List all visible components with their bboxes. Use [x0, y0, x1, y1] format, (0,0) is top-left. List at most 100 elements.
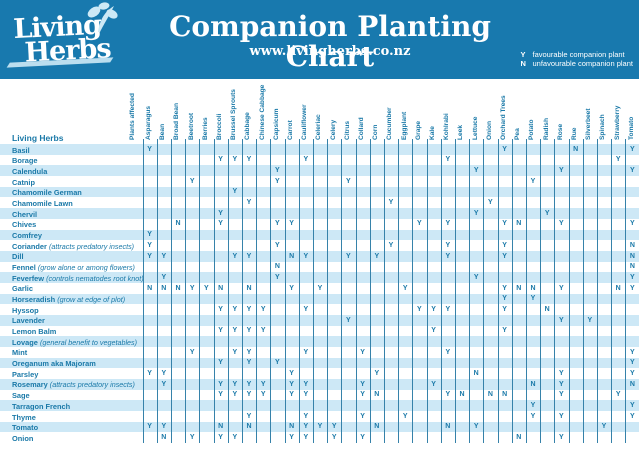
cell-favourable: Y — [530, 402, 536, 410]
cell-favourable: Y — [559, 167, 564, 175]
cell-favourable: Y — [246, 391, 252, 399]
cell-favourable: Y — [630, 145, 635, 153]
table-row — [0, 229, 639, 241]
cell-unfavourable: N — [161, 284, 167, 292]
cell-favourable: Y — [488, 199, 493, 207]
cell-unfavourable: N — [218, 423, 224, 431]
table-row — [0, 432, 639, 443]
cell-favourable: Y — [289, 380, 294, 388]
cell-favourable: Y — [218, 359, 223, 367]
cell-favourable: Y — [232, 188, 238, 196]
row-label: Lemon Balm — [12, 327, 57, 337]
cell-favourable: Y — [147, 423, 152, 431]
table-row — [0, 208, 639, 219]
table-row — [0, 400, 639, 412]
cell-favourable: Y — [260, 380, 266, 388]
cell-favourable: Y — [388, 199, 394, 207]
cell-unfavourable: N — [544, 305, 550, 313]
grid-line — [483, 139, 485, 444]
row-label: Oreganum aka Majoram — [12, 359, 96, 369]
cell-favourable: Y — [630, 369, 635, 377]
grid-line — [156, 139, 158, 444]
cell-unfavourable: N — [246, 423, 252, 431]
table-row — [0, 176, 639, 187]
cell-favourable: Y — [246, 359, 252, 367]
cell-favourable: Y — [289, 391, 294, 399]
legend-text-unfavourable: unfavourable companion plant — [532, 59, 634, 68]
cell-favourable: Y — [317, 284, 323, 292]
cell-favourable: Y — [559, 220, 564, 228]
cell-favourable: Y — [147, 241, 152, 249]
col-header-celery: Celery — [329, 119, 337, 140]
cell-favourable: Y — [431, 380, 436, 388]
column-group-label: Plants affected — [128, 93, 136, 140]
cell-favourable: Y — [417, 305, 422, 313]
cell-unfavourable: N — [629, 252, 635, 260]
cell-favourable: Y — [431, 305, 436, 313]
grid-line — [554, 139, 556, 444]
table-row — [0, 198, 639, 209]
cell-favourable: Y — [630, 359, 635, 367]
grid-line — [270, 139, 272, 444]
row-note: (general benefit to vegetables) — [39, 337, 138, 347]
col-header-orchard-trees: Orchard Trees — [500, 95, 507, 140]
col-header-potato: Potato — [528, 119, 536, 140]
cell-favourable: Y — [559, 284, 564, 292]
row-label: Onion — [12, 433, 34, 443]
cell-favourable: Y — [530, 412, 536, 420]
cell-favourable: Y — [303, 434, 309, 442]
cell-favourable: Y — [218, 380, 223, 388]
cell-favourable: Y — [246, 327, 252, 335]
grid-line — [440, 139, 442, 444]
row-label: Basil — [12, 145, 30, 155]
grid-line — [142, 139, 144, 444]
row-label: Thyme — [12, 412, 36, 422]
cell-favourable: Y — [303, 156, 309, 164]
cell-favourable: Y — [189, 348, 195, 356]
table-row — [0, 155, 639, 166]
cell-favourable: Y — [260, 327, 266, 335]
table-row — [0, 347, 639, 358]
col-header-broad-bean: Broad Bean — [173, 102, 181, 140]
cell-favourable: Y — [232, 327, 238, 335]
cell-favourable: Y — [218, 156, 223, 164]
cell-favourable: Y — [473, 209, 479, 217]
cell-favourable: Y — [275, 273, 280, 281]
legend-symbol-y: Y — [520, 50, 526, 59]
col-header-cabbage: Cabbage — [244, 112, 252, 140]
cell-unfavourable: N — [530, 284, 536, 292]
cell-favourable: Y — [317, 423, 323, 431]
col-header-citrus: Citrus — [343, 120, 351, 140]
table-row — [0, 314, 639, 326]
cell-favourable: Y — [147, 145, 152, 153]
col-header-grape: Grape — [414, 120, 422, 140]
cell-favourable: Y — [630, 273, 635, 281]
cell-favourable: Y — [289, 284, 294, 292]
cell-favourable: Y — [445, 391, 451, 399]
col-header-spinach: Spinach — [599, 114, 607, 140]
grid-line — [383, 139, 385, 444]
cell-favourable: Y — [346, 316, 351, 324]
col-header-onion: Onion — [485, 120, 493, 140]
table-row — [0, 186, 639, 198]
cell-favourable: Y — [303, 412, 309, 420]
table-row — [0, 411, 639, 422]
table-row — [0, 379, 639, 390]
cell-favourable: Y — [630, 167, 635, 175]
grid-line — [256, 139, 258, 444]
cell-favourable: Y — [189, 284, 195, 292]
grid-line — [497, 139, 499, 444]
cell-favourable: Y — [615, 156, 621, 164]
cell-favourable: Y — [246, 199, 252, 207]
row-label: Tarragon French — [12, 401, 71, 411]
cell-unfavourable: N — [487, 391, 493, 399]
cell-unfavourable: N — [459, 391, 465, 399]
row-label: Dill — [12, 252, 24, 262]
cell-unfavourable: N — [573, 145, 579, 153]
cell-favourable: Y — [289, 220, 294, 228]
cell-unfavourable: N — [374, 391, 380, 399]
grid-line — [525, 139, 527, 444]
